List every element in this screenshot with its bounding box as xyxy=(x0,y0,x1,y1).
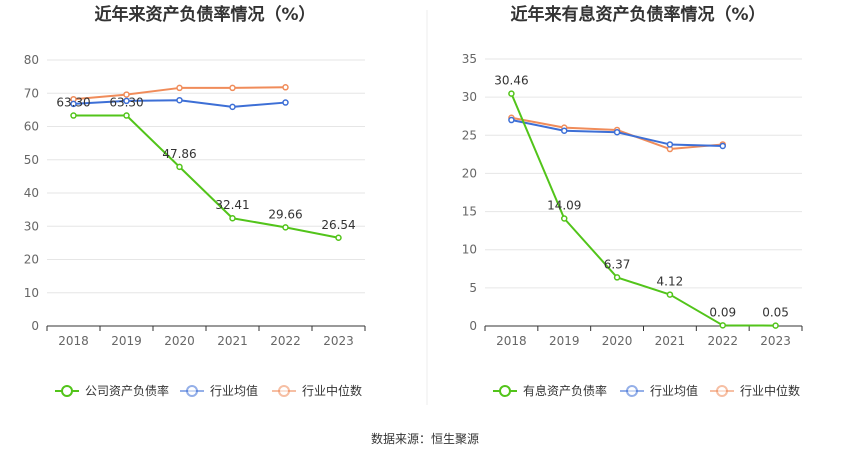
x-tick-label: 2020 xyxy=(164,334,195,348)
y-tick-label: 15 xyxy=(462,205,477,219)
legend-swatch-marker xyxy=(61,385,73,397)
legend-swatch-marker xyxy=(499,385,511,397)
x-tick-label: 2020 xyxy=(602,334,633,348)
y-tick-label: 40 xyxy=(24,186,39,200)
legend-label: 行业中位数 xyxy=(740,383,800,398)
x-tick-label: 2022 xyxy=(270,334,301,348)
data-label: 0.05 xyxy=(762,306,789,320)
data-label: 63.30 xyxy=(109,96,143,110)
chart-debt-ratio: 近年来资产负债率情况（%） 0 10 20 30 40 50 60 70 80 2018 2019 20… xyxy=(24,4,366,398)
data-label: 63.30 xyxy=(56,96,90,110)
legend-label: 行业中位数 xyxy=(302,383,362,398)
data-point xyxy=(335,234,342,242)
y-tick-label: 20 xyxy=(462,166,477,180)
x-tick-label: 2022 xyxy=(707,334,738,348)
chart-title: 近年来有息资产负债率情况（%） xyxy=(510,4,765,25)
x-tick-label: 2019 xyxy=(549,334,580,348)
data-point xyxy=(561,127,568,134)
y-tick-label: 50 xyxy=(24,153,39,167)
series-line-0 xyxy=(73,114,339,239)
data-point xyxy=(176,96,183,104)
data-point xyxy=(176,84,183,92)
data-point xyxy=(229,84,236,92)
y-tick-label: 0 xyxy=(469,319,477,333)
x-tick-label: 2018 xyxy=(496,334,527,348)
y-tick-label: 30 xyxy=(24,219,39,233)
data-label: 6.37 xyxy=(604,257,631,271)
y-tick-label: 80 xyxy=(24,53,39,67)
legend-swatch-marker xyxy=(278,385,290,397)
legend-label: 公司资产负债率 xyxy=(85,383,169,398)
data-point xyxy=(123,91,130,98)
data-point xyxy=(508,90,515,97)
legend-swatch-marker xyxy=(186,385,198,397)
data-point xyxy=(561,215,568,222)
data-label: 14.09 xyxy=(547,199,581,213)
data-label: 47.86 xyxy=(162,147,196,161)
data-point xyxy=(70,112,77,119)
data-point xyxy=(613,274,621,281)
y-tick-label: 0 xyxy=(31,319,39,333)
data-point xyxy=(282,99,289,106)
data-point xyxy=(772,322,779,329)
data-point xyxy=(229,103,236,111)
x-tick-label: 2021 xyxy=(217,334,248,348)
x-tick-label: 2019 xyxy=(111,334,142,348)
chart-title: 近年来资产负债率情况（%） xyxy=(94,4,315,25)
data-point xyxy=(719,322,726,329)
y-tick-label: 20 xyxy=(24,253,39,267)
data-point xyxy=(123,97,130,105)
data-point xyxy=(282,224,289,231)
legend-swatch-marker xyxy=(626,385,638,397)
legend-label: 有息资产负债率 xyxy=(523,383,607,398)
x-tick-label: 2018 xyxy=(58,334,89,348)
data-point xyxy=(123,112,130,119)
data-label: 32.41 xyxy=(215,198,249,212)
x-tick-label: 2023 xyxy=(760,334,791,348)
chart-interest-debt-ratio: 近年来有息资产负债率情况（%） 0 5 10 15 20 25 30 35 2018 2019 202… xyxy=(462,4,803,398)
y-tick-label: 70 xyxy=(24,86,39,100)
y-tick-label: 25 xyxy=(462,128,477,142)
y-tick-label: 5 xyxy=(469,281,477,295)
legend-label: 行业均值 xyxy=(210,383,258,398)
legend-label: 行业均值 xyxy=(650,383,698,398)
data-label: 0.09 xyxy=(709,305,736,319)
data-point xyxy=(666,291,674,298)
data-point xyxy=(282,84,289,91)
data-point xyxy=(70,100,77,108)
data-point xyxy=(229,214,236,222)
x-tick-label: 2021 xyxy=(655,334,686,348)
series-line-0 xyxy=(510,93,776,327)
x-tick-label: 2023 xyxy=(323,334,354,348)
legend-swatch-marker xyxy=(716,385,728,397)
data-point xyxy=(508,116,515,124)
data-source-note: 数据来源：恒生聚源 xyxy=(371,431,479,446)
data-point xyxy=(666,141,674,148)
y-tick-label: 35 xyxy=(462,52,477,66)
data-label: 29.66 xyxy=(268,207,302,221)
y-tick-label: 10 xyxy=(462,243,477,257)
data-label: 4.12 xyxy=(657,275,684,289)
y-tick-label: 30 xyxy=(462,90,477,104)
data-label: 26.54 xyxy=(321,218,355,232)
data-label: 30.46 xyxy=(494,74,528,88)
data-point xyxy=(719,142,726,150)
y-tick-label: 10 xyxy=(24,286,39,300)
y-tick-label: 60 xyxy=(24,120,39,134)
data-point xyxy=(613,128,621,136)
data-point xyxy=(176,163,183,171)
